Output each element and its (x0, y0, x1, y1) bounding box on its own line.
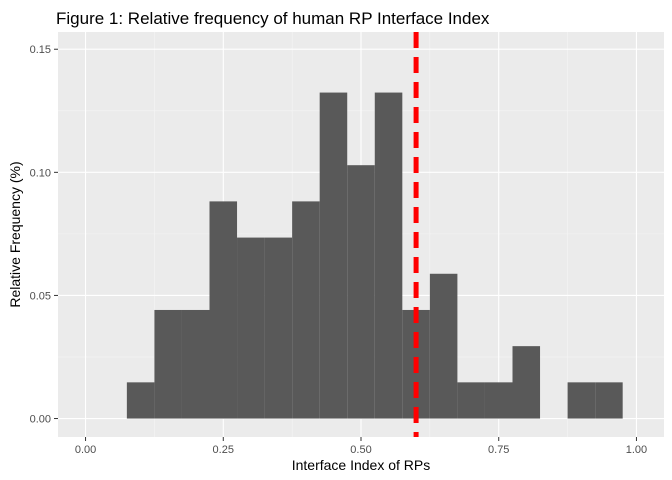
y-tick-label: 0.10 (30, 167, 51, 179)
histogram-bar (154, 309, 182, 419)
histogram-bar (484, 382, 513, 419)
y-tick-label: 0.15 (30, 44, 51, 56)
y-axis-title: Relative Frequency (%) (7, 161, 23, 307)
histogram-bar (567, 382, 596, 419)
histogram-bar (595, 382, 623, 419)
x-tick-label: 0.50 (350, 444, 371, 456)
histogram-bar (457, 382, 485, 419)
x-axis-title: Interface Index of RPs (292, 457, 431, 473)
x-tick-label: 0.25 (213, 444, 234, 456)
y-tick-label: 0.05 (30, 290, 51, 302)
x-tick-label: 0.75 (488, 444, 509, 456)
histogram-bar (374, 92, 403, 419)
y-tick-label: 0.00 (30, 414, 51, 426)
histogram-bar (429, 273, 458, 419)
axes: 0.00 0.25 0.50 0.75 1.00 0.00 0.05 0.10 0.15 (30, 44, 648, 456)
histogram-bar (512, 346, 541, 419)
histogram-bar (209, 201, 238, 419)
histogram-bars (126, 92, 623, 419)
histogram-bar (126, 382, 155, 419)
x-tick-label: 0.00 (75, 444, 96, 456)
histogram-bar (319, 92, 348, 419)
chart-title: Figure 1: Relative frequency of human RP… (56, 9, 490, 28)
histogram-bar (237, 237, 265, 419)
histogram-bar (181, 309, 210, 419)
x-tick-label: 1.00 (626, 444, 647, 456)
histogram-bar (292, 201, 320, 419)
histogram-bar (264, 237, 293, 419)
histogram-bar (347, 165, 375, 419)
